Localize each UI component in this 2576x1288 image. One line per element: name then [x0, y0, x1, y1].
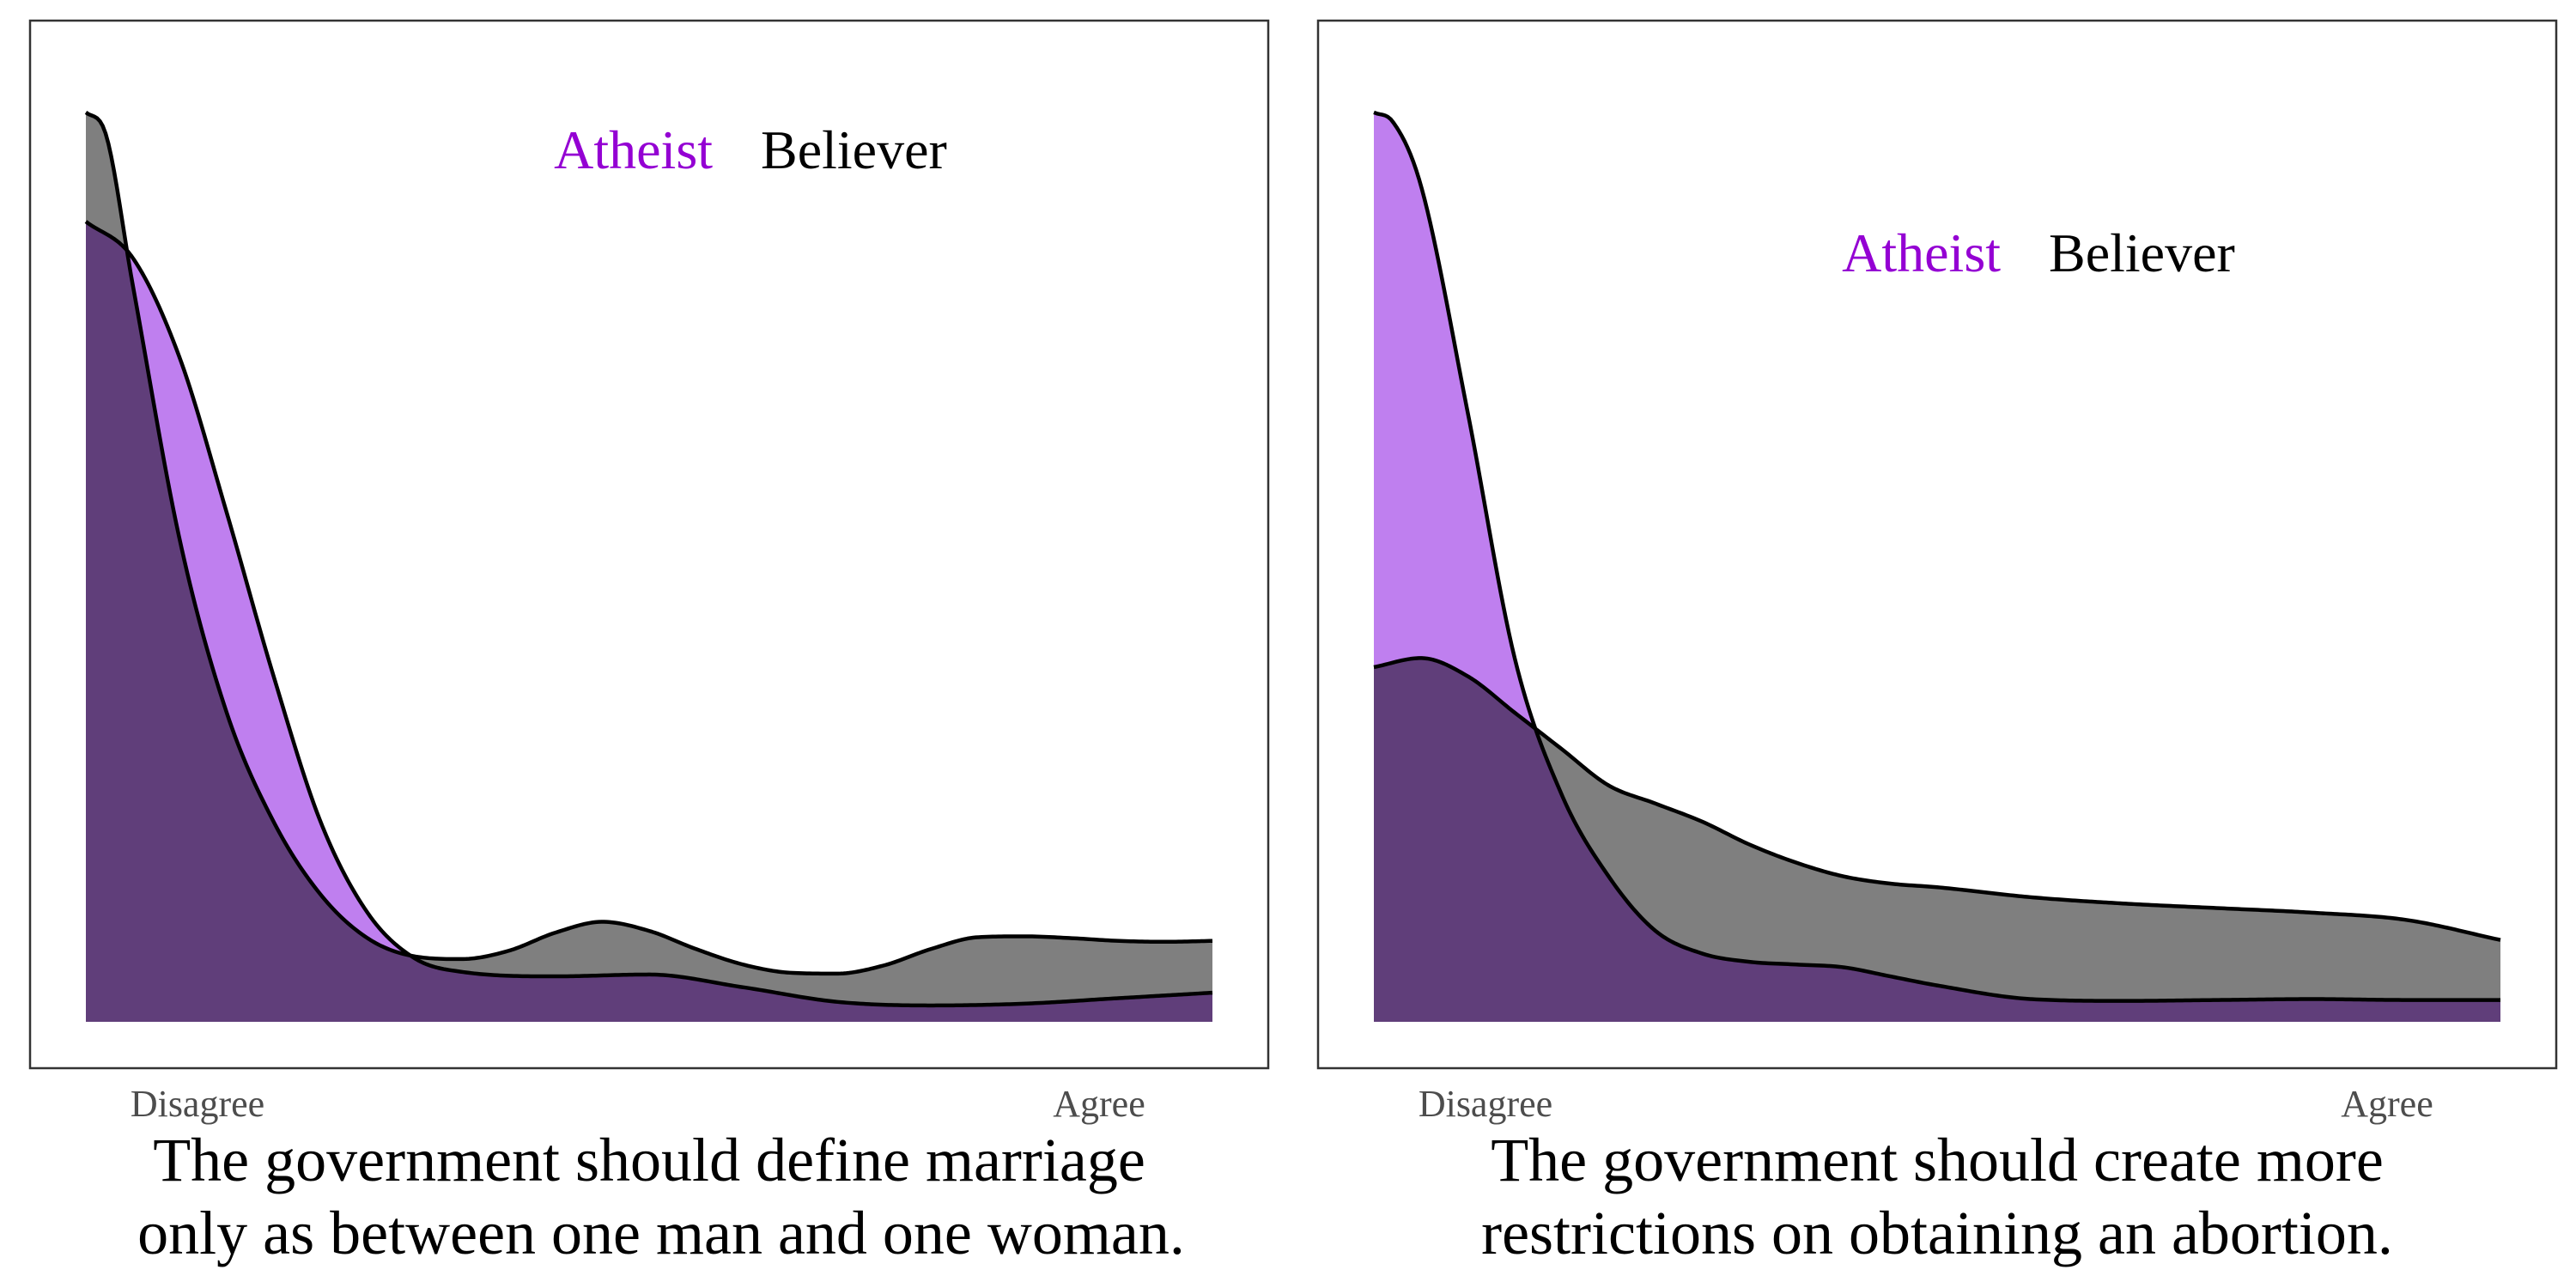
abortion-chart-panel: Atheist Believer Disagree Agree The gove… [1316, 19, 2558, 1267]
marriage-chart-panel: Atheist Believer Disagree Agree The gove… [28, 19, 1270, 1267]
x-tick-agree: Agree [2341, 1083, 2433, 1125]
marriage-caption-line-1: The government should define marriage [153, 1126, 1145, 1194]
overlap-density-area [86, 222, 1212, 1022]
x-tick-disagree: Disagree [1419, 1083, 1552, 1125]
abortion-caption-line-2: restrictions on obtaining an abortion. [1481, 1199, 2393, 1267]
marriage-caption-line-2: only as between one man and one woman. [137, 1199, 1185, 1267]
overlap-density-area [1374, 658, 2500, 1022]
marriage-chart-frame [28, 19, 1270, 1070]
abortion-chart-frame [1316, 19, 2558, 1070]
believer-density-outline [1373, 656, 2501, 942]
legend-atheist-label: Atheist [1842, 222, 2001, 283]
legend-believer-label: Believer [2049, 222, 2235, 283]
believer-density-outline [84, 111, 1213, 976]
legend-believer-label: Believer [761, 119, 947, 180]
abortion-caption-line-1: The government should create more [1491, 1126, 2384, 1194]
atheist-density-outline [84, 220, 1213, 1008]
x-tick-agree: Agree [1053, 1083, 1145, 1125]
atheist-density-outline [1373, 110, 2500, 1003]
legend-atheist-label: Atheist [554, 119, 713, 180]
x-tick-disagree: Disagree [131, 1083, 264, 1125]
